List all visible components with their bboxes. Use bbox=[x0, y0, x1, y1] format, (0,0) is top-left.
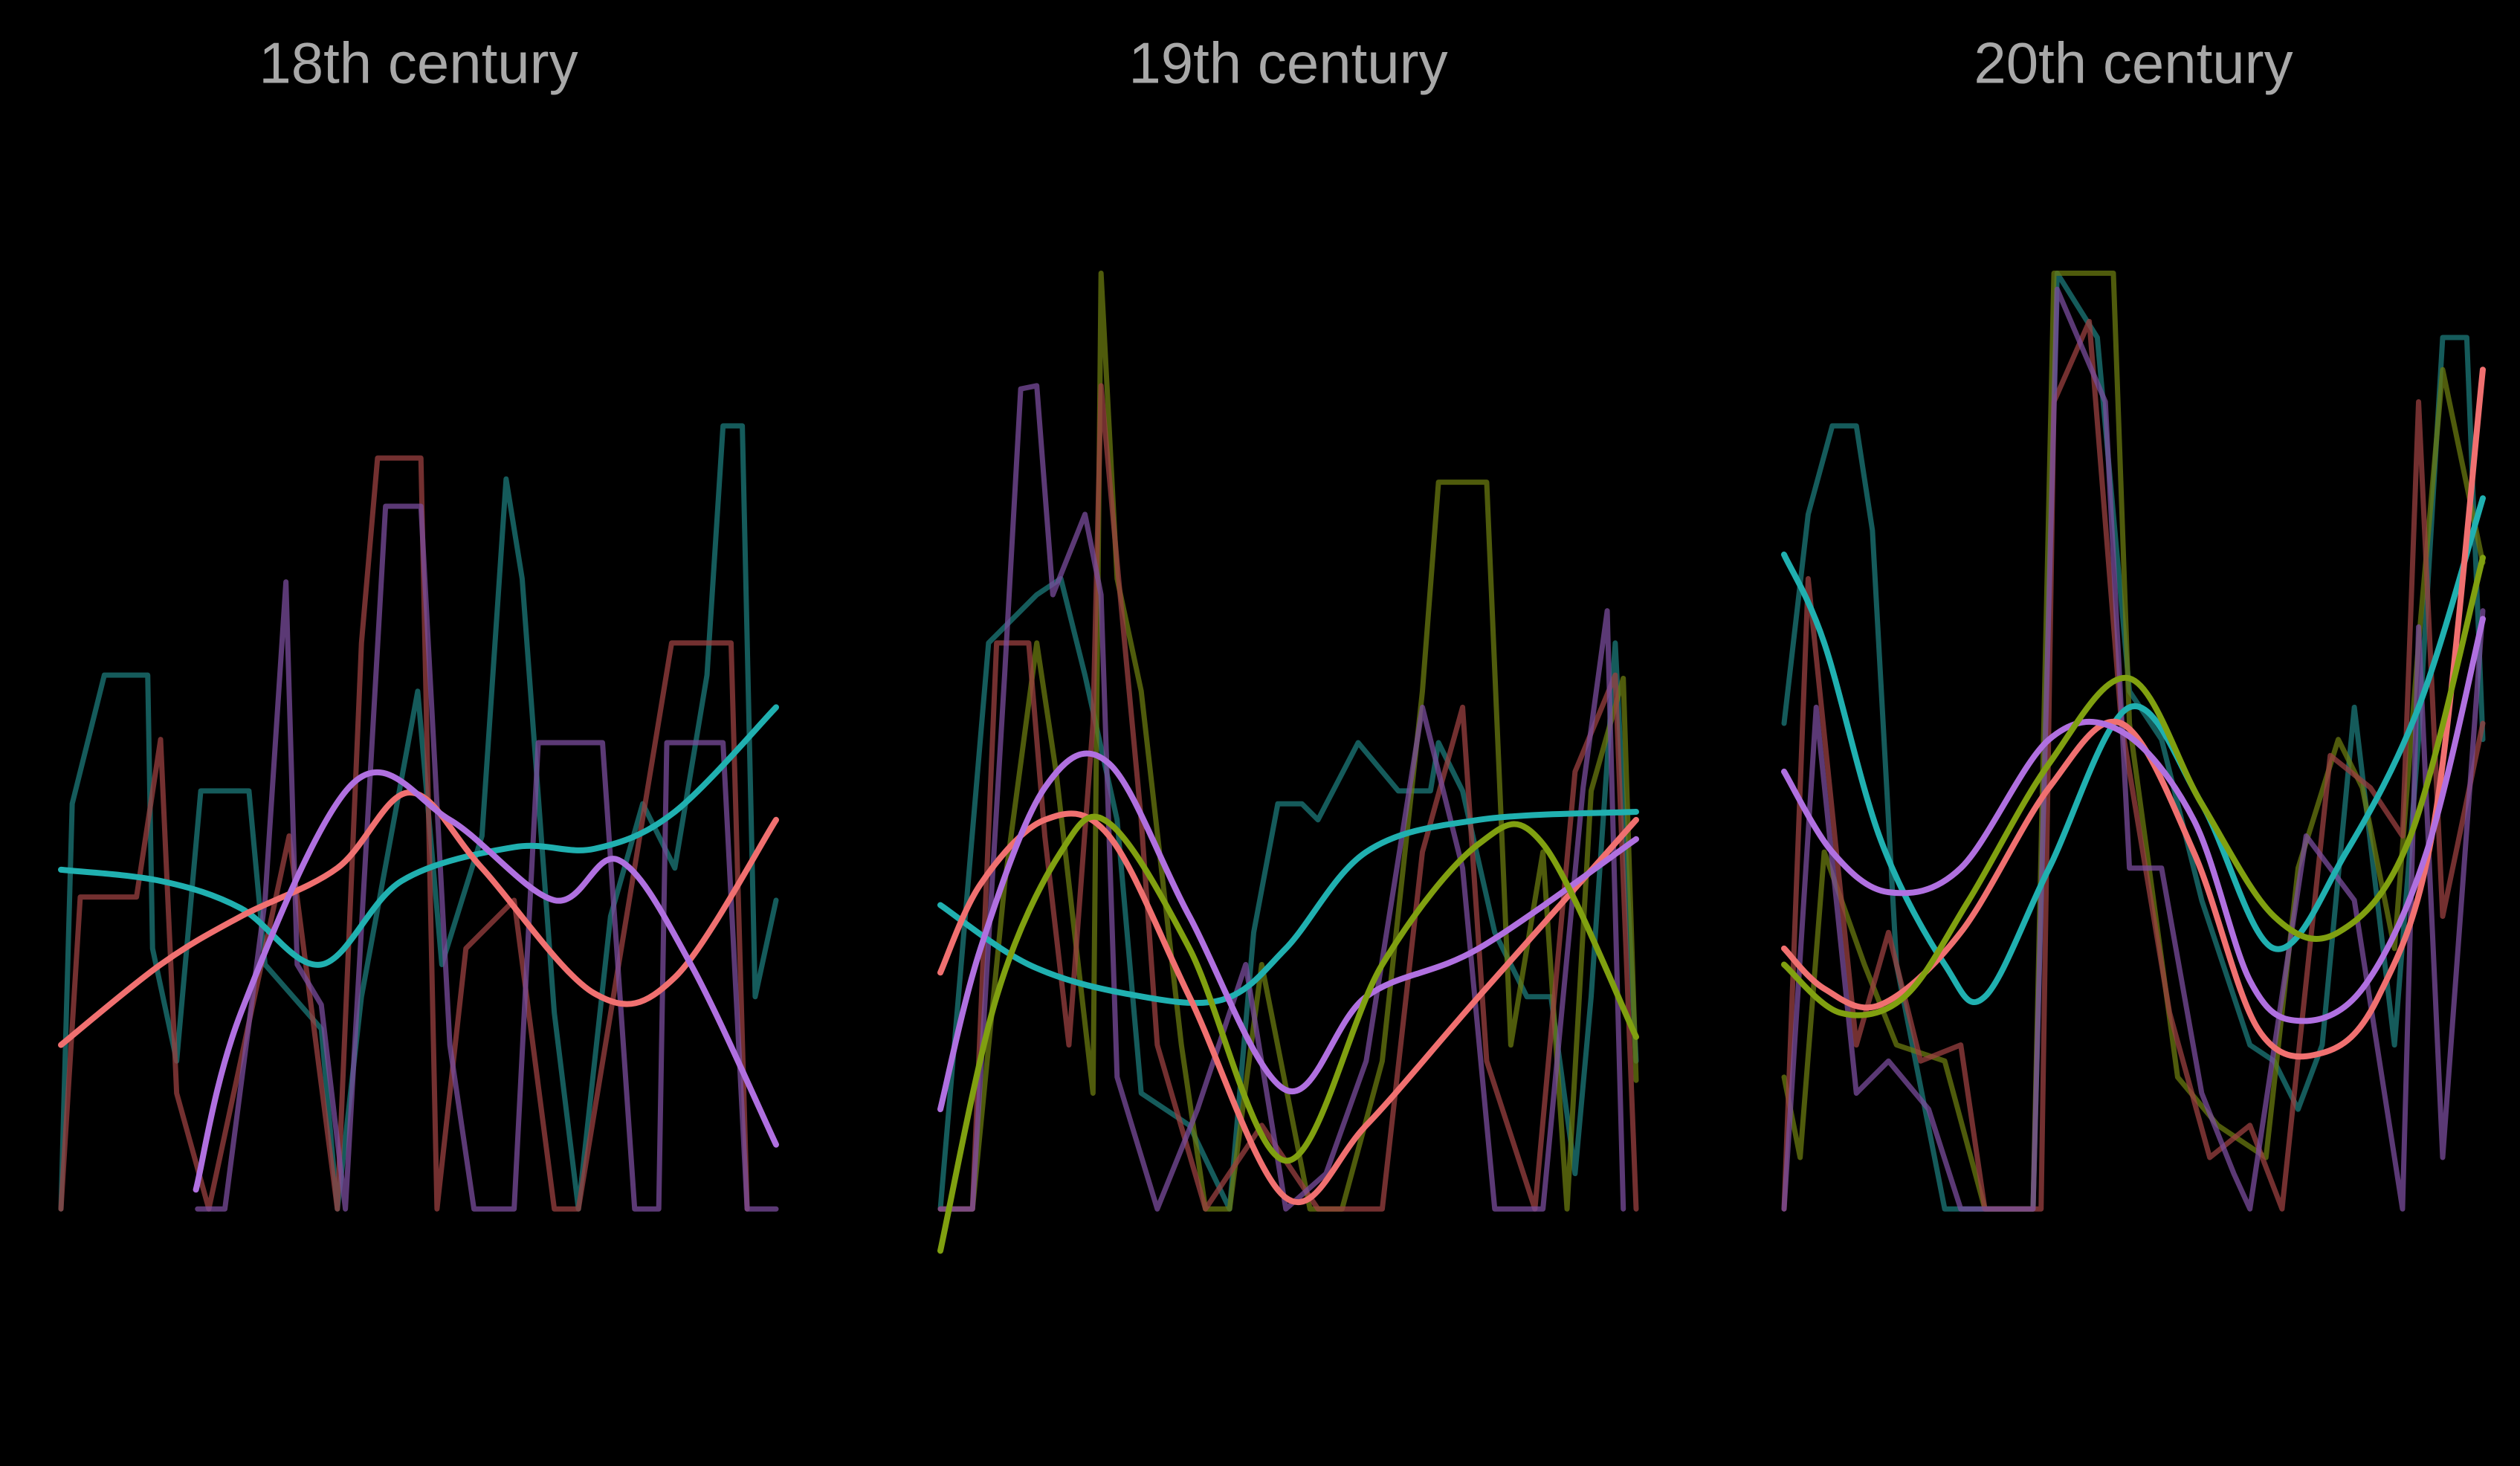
panel-title: 20th century bbox=[1974, 30, 2293, 96]
raw-line bbox=[58, 423, 779, 1212]
panel-title: 18th century bbox=[259, 30, 578, 96]
raw-line bbox=[937, 383, 1639, 1212]
smooth-line bbox=[1781, 616, 2486, 1024]
smooth-line bbox=[937, 813, 1639, 1254]
panel-title: 19th century bbox=[1128, 30, 1447, 96]
smooth-line bbox=[1781, 495, 2486, 1005]
smooth-line bbox=[193, 769, 779, 1193]
smooth-line bbox=[1781, 555, 2486, 1018]
raw-line bbox=[1781, 270, 2486, 1212]
raw-line bbox=[1781, 286, 2486, 1212]
smooth-line bbox=[937, 809, 1639, 1007]
smooth-line bbox=[58, 704, 779, 968]
raw-line bbox=[58, 455, 750, 1212]
smooth-line bbox=[937, 750, 1639, 1113]
